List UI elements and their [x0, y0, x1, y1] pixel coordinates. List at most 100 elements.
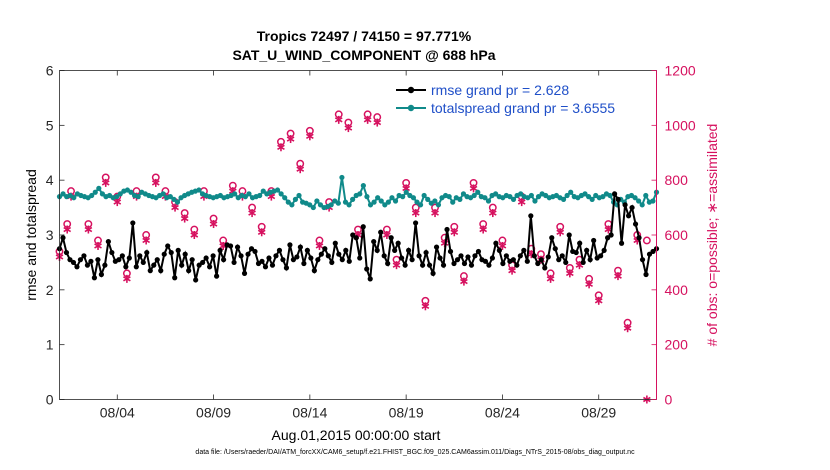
rmse-point: [580, 259, 586, 266]
rmse-point: [584, 247, 590, 253]
rmse-point: [126, 255, 132, 261]
legend-label: rmse grand pr = 2.628: [431, 82, 569, 98]
totalspread-point: [493, 191, 499, 197]
rmse-point: [151, 262, 157, 268]
rmse-point: [482, 258, 489, 264]
totalspread-point: [485, 198, 492, 204]
rmse-point: [207, 264, 213, 270]
assimilated-point-stroke: [248, 210, 256, 216]
totalspread-point: [585, 194, 592, 200]
totalspread-point: [89, 192, 95, 199]
assimilated-point-stroke: [315, 243, 324, 249]
totalspread-point: [650, 198, 656, 204]
assimilated-point-stroke: [508, 267, 516, 274]
rmse-point: [381, 253, 387, 259]
rmse-point: [269, 262, 276, 268]
rmse-point: [598, 253, 604, 259]
rmse-point: [308, 255, 314, 261]
totalspread-point: [310, 204, 316, 211]
assimilated-point: [556, 228, 565, 237]
totalspread-point: [582, 191, 588, 197]
y-tick-label-left: 4: [46, 172, 54, 188]
assimilated-point-stroke: [565, 270, 574, 277]
x-tick-label: 08/24: [485, 405, 520, 421]
rmse-point: [77, 257, 84, 263]
totalspread-point: [600, 194, 606, 200]
rmse-point: [91, 275, 98, 281]
rmse-point: [130, 220, 136, 226]
y-tick-label-right: 400: [665, 282, 689, 298]
rmse-point: [629, 204, 635, 211]
rmse-point: [632, 221, 639, 227]
totalspread-point: [482, 195, 488, 201]
rmse-point: [549, 235, 555, 241]
rmse-point: [364, 266, 370, 272]
rmse-point: [315, 257, 321, 263]
totalspread-point: [314, 198, 320, 204]
assimilated-point: [334, 115, 343, 124]
assimilated-point: [151, 178, 160, 187]
assimilated-point-stroke: [180, 215, 189, 222]
totalspread-point: [389, 195, 395, 201]
rmse-point: [458, 253, 464, 259]
rmse-point: [447, 248, 454, 255]
assimilated-point-stroke: [585, 281, 593, 288]
assimilated-point-stroke: [344, 125, 353, 131]
rmse-point: [227, 243, 234, 249]
y-tick-label-right: 200: [665, 337, 689, 353]
rmse-point: [84, 262, 91, 268]
rmse-point: [144, 249, 150, 256]
rmse-point: [220, 257, 227, 263]
assimilated-point: [411, 209, 420, 218]
assimilated-point-stroke: [257, 229, 266, 235]
totalspread-point: [257, 192, 263, 199]
rmse-point: [472, 253, 478, 259]
rmse-point: [552, 246, 558, 252]
rmse-point: [385, 260, 391, 267]
totalspread-point: [421, 192, 427, 199]
rmse-point: [186, 268, 192, 274]
y-tick-label-right: 0: [665, 392, 673, 408]
totalspread-point: [450, 199, 456, 205]
assimilated-point: [84, 225, 93, 234]
rmse-point: [294, 254, 300, 260]
rmse-point: [67, 257, 73, 263]
rmse-point: [283, 265, 290, 271]
totalspread-point: [260, 188, 266, 194]
rmse-point: [454, 257, 461, 263]
totalspread-point: [282, 195, 288, 201]
assimilated-point: [142, 236, 151, 245]
rmse-point: [88, 258, 94, 264]
rmse-point: [165, 243, 171, 249]
totalspread-point: [425, 196, 431, 202]
totalspread-point: [564, 192, 570, 199]
assimilated-point: [296, 165, 305, 174]
rmse-point: [217, 247, 223, 253]
rmse-point: [273, 253, 279, 259]
rmse-point: [542, 265, 548, 271]
totalspread-point: [414, 199, 420, 205]
assimilated-point-stroke: [171, 204, 179, 211]
totalspread-point: [242, 194, 248, 200]
assimilated-point-stroke: [151, 180, 160, 186]
totalspread-point: [435, 202, 442, 208]
rmse-point: [430, 270, 436, 276]
assimilated-point: [315, 241, 324, 250]
rmse-point: [252, 248, 258, 255]
assimilated-point: [498, 241, 507, 250]
rmse-point: [500, 260, 506, 267]
rmse-point: [266, 255, 272, 261]
rmse-point: [189, 257, 195, 263]
assimilated-point: [469, 184, 478, 193]
assimilated-point: [479, 225, 488, 234]
rmse-point: [388, 235, 394, 241]
assimilated-point-stroke: [469, 185, 478, 192]
assimilated-point-stroke: [142, 237, 151, 244]
assimilated-point: [344, 124, 353, 133]
totalspread-point: [160, 191, 166, 197]
assimilated-point: [585, 280, 593, 289]
assimilated-point: [248, 209, 256, 218]
rmse-point: [133, 264, 139, 270]
rmse-point: [238, 253, 244, 259]
